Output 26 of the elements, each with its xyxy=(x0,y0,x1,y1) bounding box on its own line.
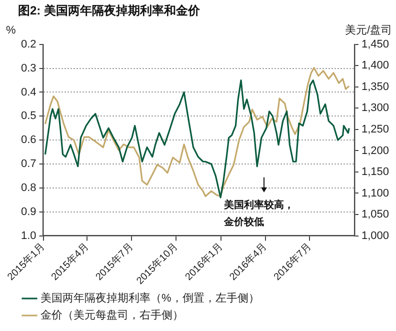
y2-tick-label: 1,250 xyxy=(361,123,390,136)
annotation: 美国利率较高， xyxy=(223,199,294,212)
y2-tick-label: 1,400 xyxy=(361,60,390,72)
y2-tick-label: 1,450 xyxy=(361,38,390,50)
y-axis-title: % xyxy=(6,24,16,36)
y-tick-label: 0.6 xyxy=(20,134,36,146)
y2-tick-label: 1,050 xyxy=(361,208,390,221)
chart-title: 图2: 美国两年隔夜掉期利率和金价 xyxy=(18,4,202,18)
y2-tick-label: 1,150 xyxy=(361,166,390,178)
legend-label: 美国两年隔夜掉期利率（%，倒置，左手侧） xyxy=(40,292,260,305)
y-tick-label: 0.7 xyxy=(20,158,36,170)
annotation: 金价较低 xyxy=(223,216,264,228)
y2-axis-title: 美元/盘司 xyxy=(344,23,392,36)
y2-tick-label: 1,000 xyxy=(361,230,390,242)
y2-tick-label: 1,100 xyxy=(361,187,390,200)
y-tick-label: 1.0 xyxy=(20,230,36,242)
y-tick-label: 0.8 xyxy=(20,182,36,194)
y2-tick-label: 1,350 xyxy=(361,80,390,93)
y2-tick-label: 1,300 xyxy=(361,102,390,114)
legend-label: 金价（美元每盘司，右手侧） xyxy=(40,308,184,322)
y-tick-label: 0.5 xyxy=(20,110,36,122)
y-tick-label: 0.9 xyxy=(20,206,36,218)
y2-tick-label: 1,200 xyxy=(361,144,390,157)
y-tick-label: 0.4 xyxy=(20,86,36,98)
y-tick-label: 0.2 xyxy=(20,38,36,50)
y-tick-label: 0.3 xyxy=(20,62,36,74)
